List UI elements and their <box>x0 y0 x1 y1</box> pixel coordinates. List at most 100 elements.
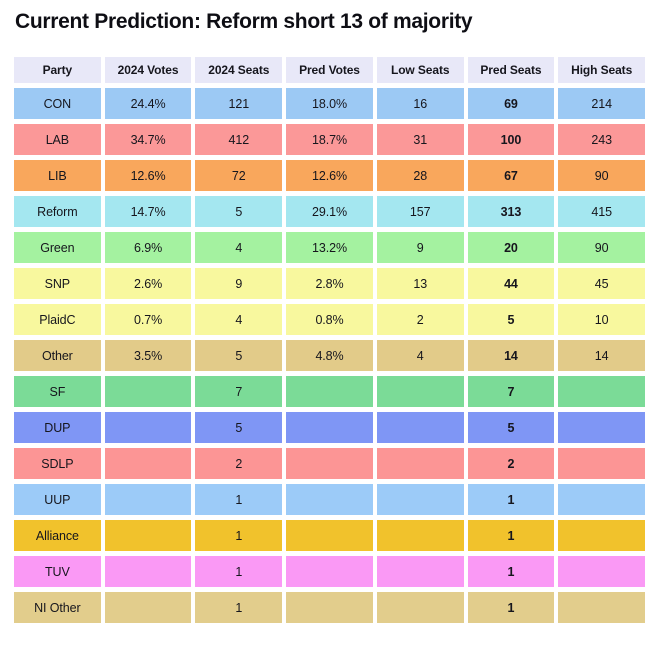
cell-seats2024: 5 <box>195 340 283 371</box>
cell-seats2024: 7 <box>195 376 283 407</box>
cell-party: Reform <box>14 196 101 227</box>
header-cell-high-seats: High Seats <box>558 57 645 83</box>
cell-seats2024: 5 <box>195 412 283 443</box>
cell-pred-votes <box>286 412 373 443</box>
cell-votes2024: 14.7% <box>104 196 192 227</box>
cell-low-seats: 28 <box>376 160 464 191</box>
cell-low-seats <box>376 448 464 479</box>
cell-seats2024: 9 <box>195 268 283 299</box>
cell-votes2024 <box>104 556 192 587</box>
cell-seats2024: 121 <box>195 88 283 119</box>
cell-pred-seats: 100 <box>467 124 555 155</box>
cell-low-seats: 2 <box>376 304 464 335</box>
cell-pred-votes <box>286 448 373 479</box>
cell-party: Alliance <box>14 520 101 551</box>
cell-votes2024: 0.7% <box>104 304 192 335</box>
cell-pred-seats: 1 <box>467 484 555 515</box>
header-cell-party: Party <box>14 57 101 83</box>
cell-low-seats: 31 <box>376 124 464 155</box>
cell-low-seats <box>376 376 464 407</box>
cell-votes2024: 12.6% <box>104 160 192 191</box>
cell-pred-seats: 2 <box>467 448 555 479</box>
cell-pred-votes: 18.7% <box>286 124 373 155</box>
cell-votes2024: 3.5% <box>104 340 192 371</box>
cell-pred-seats: 5 <box>467 412 555 443</box>
cell-seats2024: 4 <box>195 232 283 263</box>
cell-high-seats: 90 <box>558 160 645 191</box>
cell-pred-seats: 1 <box>467 556 555 587</box>
cell-seats2024: 1 <box>195 484 283 515</box>
cell-pred-seats: 1 <box>467 592 555 623</box>
cell-seats2024: 1 <box>195 592 283 623</box>
prediction-table-wrap: Party 2024 Votes 2024 Seats Pred Votes L… <box>14 57 645 623</box>
cell-pred-votes <box>286 376 373 407</box>
cell-votes2024: 2.6% <box>104 268 192 299</box>
cell-seats2024: 2 <box>195 448 283 479</box>
cell-pred-seats: 7 <box>467 376 555 407</box>
cell-party: LAB <box>14 124 101 155</box>
cell-pred-votes: 13.2% <box>286 232 373 263</box>
cell-low-seats <box>376 520 464 551</box>
cell-pred-votes <box>286 592 373 623</box>
cell-votes2024 <box>104 592 192 623</box>
cell-party: CON <box>14 88 101 119</box>
cell-party: SDLP <box>14 448 101 479</box>
cell-high-seats: 214 <box>558 88 645 119</box>
cell-pred-seats: 44 <box>467 268 555 299</box>
cell-votes2024 <box>104 484 192 515</box>
cell-votes2024 <box>104 412 192 443</box>
prediction-table: Party 2024 Votes 2024 Seats Pred Votes L… <box>14 57 645 623</box>
cell-votes2024 <box>104 376 192 407</box>
cell-pred-votes <box>286 556 373 587</box>
header-cell-low-seats: Low Seats <box>376 57 464 83</box>
cell-high-seats <box>558 484 645 515</box>
cell-party: SF <box>14 376 101 407</box>
cell-high-seats: 90 <box>558 232 645 263</box>
cell-high-seats: 45 <box>558 268 645 299</box>
cell-pred-votes: 18.0% <box>286 88 373 119</box>
cell-low-seats: 16 <box>376 88 464 119</box>
cell-seats2024: 4 <box>195 304 283 335</box>
cell-pred-seats: 5 <box>467 304 555 335</box>
cell-high-seats <box>558 376 645 407</box>
cell-high-seats <box>558 412 645 443</box>
cell-high-seats: 415 <box>558 196 645 227</box>
cell-low-seats <box>376 412 464 443</box>
page-title: Current Prediction: Reform short 13 of m… <box>15 10 473 33</box>
cell-high-seats: 14 <box>558 340 645 371</box>
cell-seats2024: 1 <box>195 520 283 551</box>
cell-pred-votes <box>286 520 373 551</box>
cell-pred-votes: 12.6% <box>286 160 373 191</box>
cell-party: UUP <box>14 484 101 515</box>
cell-pred-seats: 67 <box>467 160 555 191</box>
cell-votes2024: 6.9% <box>104 232 192 263</box>
cell-pred-seats: 20 <box>467 232 555 263</box>
cell-high-seats <box>558 520 645 551</box>
cell-party: Green <box>14 232 101 263</box>
cell-low-seats <box>376 592 464 623</box>
cell-high-seats: 243 <box>558 124 645 155</box>
cell-party: PlaidC <box>14 304 101 335</box>
cell-party: DUP <box>14 412 101 443</box>
cell-party: SNP <box>14 268 101 299</box>
cell-pred-votes: 0.8% <box>286 304 373 335</box>
cell-low-seats: 9 <box>376 232 464 263</box>
cell-pred-seats: 14 <box>467 340 555 371</box>
cell-party: Other <box>14 340 101 371</box>
cell-low-seats: 157 <box>376 196 464 227</box>
cell-high-seats <box>558 448 645 479</box>
header-cell-pred-votes: Pred Votes <box>286 57 373 83</box>
cell-pred-votes <box>286 484 373 515</box>
cell-pred-votes: 2.8% <box>286 268 373 299</box>
cell-low-seats <box>376 484 464 515</box>
cell-seats2024: 1 <box>195 556 283 587</box>
header-cell-pred-seats: Pred Seats <box>467 57 555 83</box>
cell-party: LIB <box>14 160 101 191</box>
cell-pred-seats: 313 <box>467 196 555 227</box>
cell-seats2024: 5 <box>195 196 283 227</box>
cell-seats2024: 72 <box>195 160 283 191</box>
cell-high-seats: 10 <box>558 304 645 335</box>
cell-low-seats: 4 <box>376 340 464 371</box>
cell-pred-votes: 4.8% <box>286 340 373 371</box>
cell-seats2024: 412 <box>195 124 283 155</box>
